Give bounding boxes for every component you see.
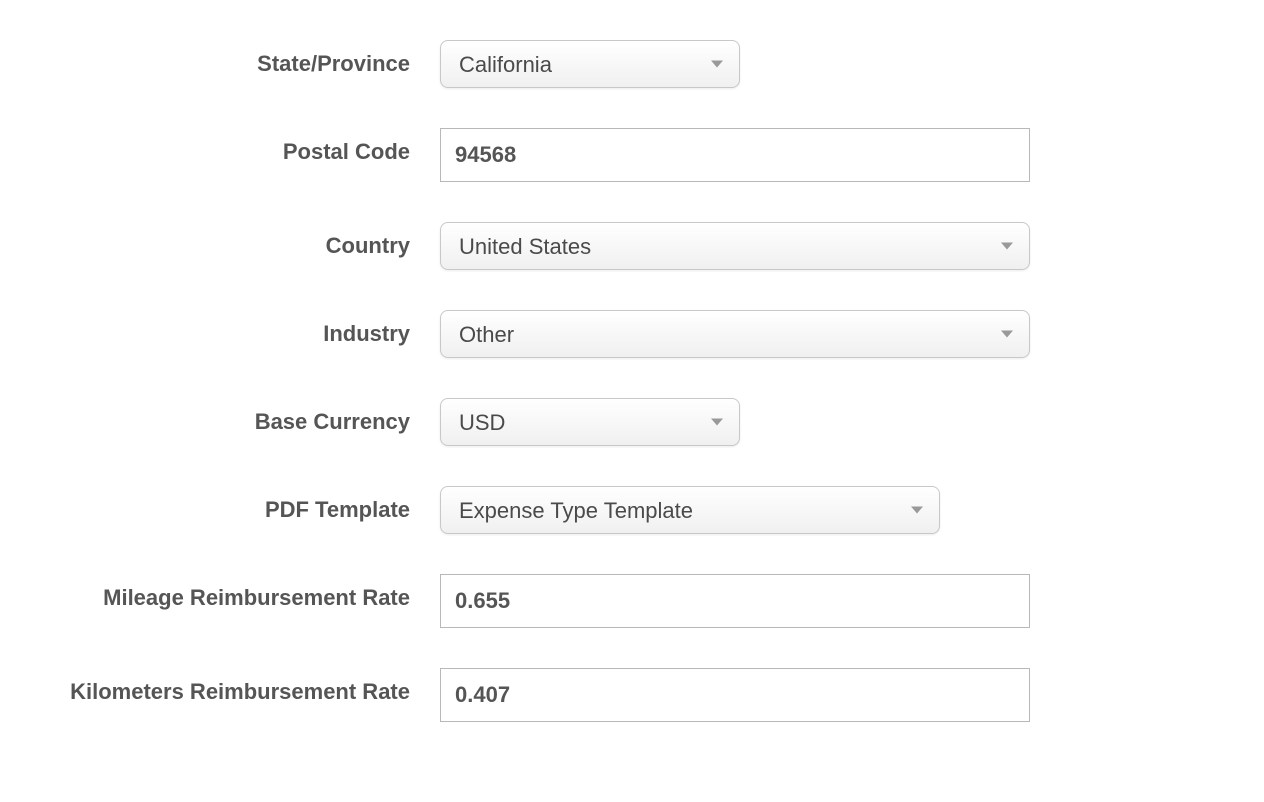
state-province-control: California bbox=[440, 40, 740, 88]
industry-value: Other bbox=[441, 311, 564, 359]
country-label: Country bbox=[60, 222, 440, 261]
state-province-select[interactable]: California bbox=[440, 40, 740, 88]
postal-code-label: Postal Code bbox=[60, 128, 440, 167]
country-value: United States bbox=[441, 223, 641, 271]
base-currency-control: USD bbox=[440, 398, 740, 446]
state-province-value: California bbox=[441, 41, 602, 89]
mileage-rate-control bbox=[440, 574, 1030, 628]
chevron-down-icon bbox=[711, 419, 723, 426]
mileage-rate-label: Mileage Reimbursement Rate bbox=[60, 574, 440, 613]
country-control: United States bbox=[440, 222, 1030, 270]
country-row: Country United States bbox=[60, 222, 1204, 270]
country-select[interactable]: United States bbox=[440, 222, 1030, 270]
pdf-template-value: Expense Type Template bbox=[441, 487, 743, 535]
base-currency-value: USD bbox=[441, 399, 555, 447]
mileage-rate-row: Mileage Reimbursement Rate bbox=[60, 574, 1204, 628]
base-currency-label: Base Currency bbox=[60, 398, 440, 437]
pdf-template-row: PDF Template Expense Type Template bbox=[60, 486, 1204, 534]
industry-select[interactable]: Other bbox=[440, 310, 1030, 358]
base-currency-row: Base Currency USD bbox=[60, 398, 1204, 446]
state-province-row: State/Province California bbox=[60, 40, 1204, 88]
mileage-rate-input[interactable] bbox=[440, 574, 1030, 628]
pdf-template-control: Expense Type Template bbox=[440, 486, 940, 534]
pdf-template-select[interactable]: Expense Type Template bbox=[440, 486, 940, 534]
industry-row: Industry Other bbox=[60, 310, 1204, 358]
pdf-template-label: PDF Template bbox=[60, 486, 440, 525]
chevron-down-icon bbox=[1001, 243, 1013, 250]
postal-code-input[interactable] bbox=[440, 128, 1030, 182]
postal-code-control bbox=[440, 128, 1030, 182]
kilometers-rate-label: Kilometers Reimbursement Rate bbox=[60, 668, 440, 707]
industry-control: Other bbox=[440, 310, 1030, 358]
kilometers-rate-input[interactable] bbox=[440, 668, 1030, 722]
industry-label: Industry bbox=[60, 310, 440, 349]
chevron-down-icon bbox=[711, 61, 723, 68]
chevron-down-icon bbox=[911, 507, 923, 514]
kilometers-rate-row: Kilometers Reimbursement Rate bbox=[60, 668, 1204, 722]
chevron-down-icon bbox=[1001, 331, 1013, 338]
kilometers-rate-control bbox=[440, 668, 1030, 722]
postal-code-row: Postal Code bbox=[60, 128, 1204, 182]
base-currency-select[interactable]: USD bbox=[440, 398, 740, 446]
state-province-label: State/Province bbox=[60, 40, 440, 79]
